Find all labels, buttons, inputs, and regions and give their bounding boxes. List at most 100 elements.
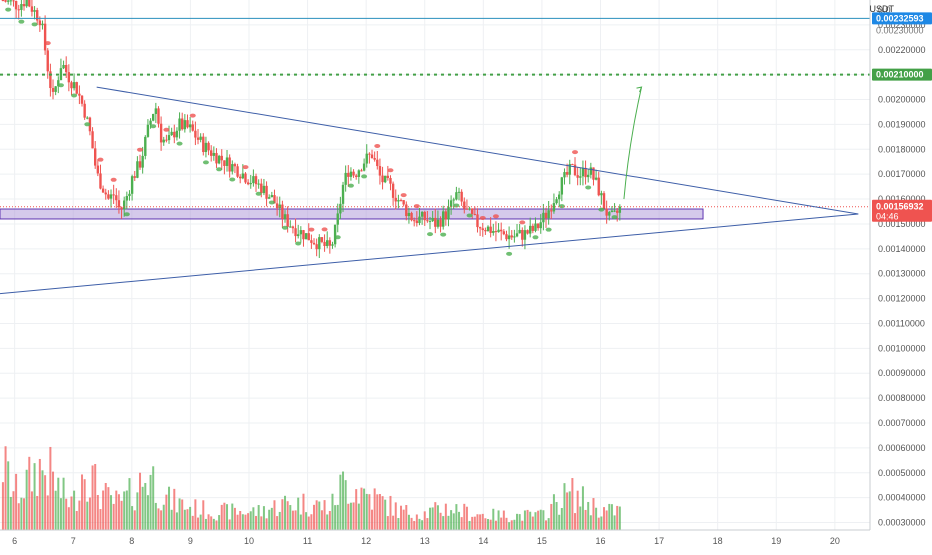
- volume-bar: [123, 491, 126, 530]
- volume-bar: [413, 520, 416, 530]
- candle-body: [175, 130, 179, 138]
- candle-body: [486, 226, 490, 232]
- volume-bar: [518, 514, 521, 530]
- x-tick-label: 15: [537, 536, 547, 546]
- buy-signal-marker: [440, 232, 447, 237]
- volume-bar: [429, 507, 432, 530]
- sell-signal-marker: [97, 157, 104, 162]
- volume-bar: [407, 514, 410, 530]
- volume-bar: [186, 509, 189, 530]
- volume-bar: [96, 495, 99, 530]
- volume-bar: [189, 506, 192, 530]
- volume-bar: [62, 477, 65, 530]
- currency-label[interactable]: USDT: [869, 4, 895, 14]
- candle-body: [460, 191, 463, 202]
- candle-body: [344, 172, 347, 185]
- candle-body: [246, 182, 250, 185]
- volume-bar: [455, 504, 458, 530]
- volume-bar: [144, 482, 147, 530]
- buy-signal-marker: [216, 167, 223, 172]
- volume-bar: [494, 520, 497, 530]
- sell-signal-marker: [387, 168, 394, 173]
- candle-body: [170, 131, 173, 136]
- volume-bar: [468, 520, 471, 530]
- volume-bar: [471, 516, 474, 530]
- candle-body: [286, 214, 289, 227]
- y-tick-label: 0.00040000: [878, 493, 926, 503]
- y-tick-label: 0.00170000: [878, 169, 926, 179]
- volume-bar: [529, 511, 532, 530]
- sell-signal-marker: [189, 113, 196, 118]
- volume-bar: [339, 474, 342, 530]
- candle-body: [473, 213, 477, 215]
- candle-body: [597, 177, 600, 196]
- volume-bar: [537, 510, 540, 530]
- candle-body: [563, 172, 566, 178]
- volume-bar: [363, 488, 366, 530]
- volume-bar: [326, 514, 329, 530]
- candle-body: [167, 135, 171, 141]
- volume-bar: [7, 461, 10, 530]
- candle-body: [141, 155, 144, 168]
- volume-bar: [458, 511, 461, 530]
- lower-trendline[interactable]: [0, 213, 859, 295]
- volume-bar: [497, 510, 500, 530]
- upper-trendline[interactable]: [96, 86, 859, 215]
- candle-body: [144, 136, 147, 156]
- volume-bar: [297, 497, 300, 530]
- candle-body: [188, 124, 192, 128]
- volume-bar: [410, 517, 413, 530]
- candle-body: [20, 4, 23, 10]
- buy-signal-marker: [123, 212, 130, 217]
- volume-bar: [218, 515, 221, 530]
- volume-bar: [476, 514, 479, 530]
- volume-bar: [83, 479, 86, 530]
- candle-body: [307, 233, 310, 241]
- candle-body: [265, 185, 268, 199]
- candle-body: [531, 225, 535, 231]
- candle-body: [101, 188, 105, 193]
- volume-bar: [12, 491, 15, 530]
- volume-bar: [244, 514, 247, 530]
- candle-body: [75, 82, 78, 94]
- candle-body: [91, 131, 94, 149]
- volume-bar: [444, 503, 447, 530]
- x-tick-label: 12: [361, 536, 371, 546]
- sell-signal-marker: [519, 220, 526, 225]
- x-tick-label: 7: [71, 536, 76, 546]
- candle-body: [304, 233, 308, 240]
- volume-bar: [199, 514, 202, 530]
- volume-bar: [226, 504, 229, 530]
- volume-bar: [88, 497, 91, 530]
- sell-signal-marker: [137, 147, 144, 152]
- candle-body: [565, 172, 569, 175]
- candle-body: [194, 130, 197, 138]
- projection-arrow[interactable]: [623, 86, 643, 200]
- candle-body: [225, 157, 229, 166]
- volume-bar: [423, 511, 426, 530]
- buy-signal-marker: [31, 22, 38, 27]
- drawing-lines[interactable]: [0, 17, 870, 295]
- candle-body: [125, 196, 129, 201]
- candle-body: [202, 136, 205, 153]
- candle-body: [326, 240, 329, 247]
- candle-body: [312, 242, 316, 245]
- candle-body: [449, 200, 453, 207]
- candle-body: [420, 211, 424, 217]
- buy-signal-marker: [255, 191, 262, 196]
- volume-bar: [581, 486, 584, 530]
- volume-bar: [318, 501, 321, 530]
- volume-bar: [168, 486, 171, 530]
- candle-body: [22, 4, 26, 7]
- volume-bar: [386, 516, 389, 530]
- x-tick-label: 17: [654, 536, 664, 546]
- buy-signal-marker: [427, 232, 434, 237]
- candle-body: [523, 230, 527, 240]
- support-zone-rectangle[interactable]: [0, 208, 704, 220]
- volume-bar: [67, 507, 70, 530]
- candle-body: [526, 230, 529, 234]
- candle-body: [46, 50, 49, 72]
- volume-bars: [1, 446, 621, 530]
